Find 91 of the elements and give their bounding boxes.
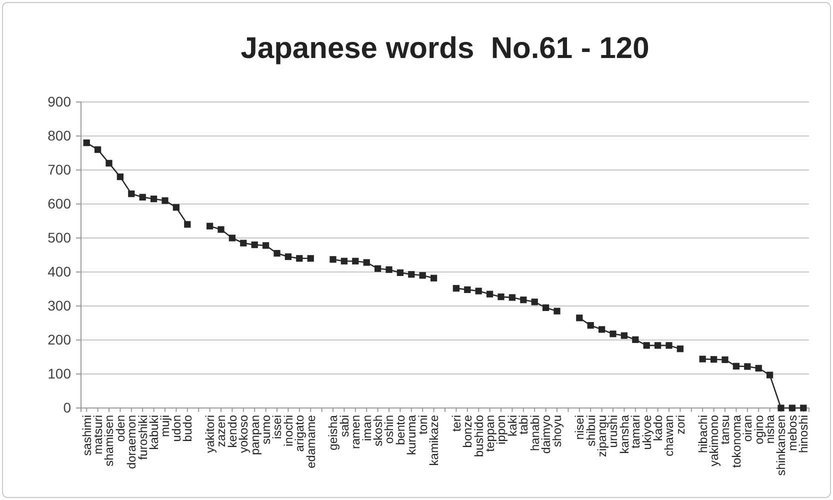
- point: [83, 139, 90, 146]
- point: [676, 346, 684, 352]
- point: [452, 285, 460, 292]
- x-tick-label: daimyo: [539, 414, 553, 454]
- point: [520, 296, 527, 304]
- point: [94, 146, 102, 153]
- y-tick-label: 800: [48, 127, 72, 144]
- point: [206, 222, 214, 230]
- y-tick-label: 300: [48, 297, 72, 314]
- x-tick-label: budo: [180, 414, 195, 442]
- point: [139, 194, 146, 201]
- point: [274, 250, 280, 257]
- point: [699, 356, 706, 362]
- point: [262, 242, 270, 249]
- point: [363, 259, 370, 266]
- x-tick-label: yakitori: [203, 415, 217, 454]
- point: [598, 326, 606, 333]
- x-tick-label: hibachi: [696, 415, 710, 454]
- x-tick-label: teri: [449, 415, 464, 432]
- point: [150, 196, 158, 202]
- point: [744, 363, 751, 370]
- point: [666, 342, 672, 349]
- point: [610, 330, 616, 338]
- point: [218, 226, 224, 233]
- point: [106, 160, 112, 167]
- x-tick-label: kansha: [617, 414, 632, 454]
- point: [486, 290, 494, 298]
- x-tick-label: kamikaze: [427, 414, 441, 466]
- point: [778, 404, 784, 412]
- point: [475, 288, 482, 294]
- chart-title: Japanese words No.61 - 120: [240, 32, 650, 65]
- point: [408, 271, 415, 278]
- x-tick-label: kaki: [505, 415, 520, 436]
- point: [788, 404, 796, 412]
- x-tick-label: teppan: [483, 415, 497, 452]
- point: [228, 234, 236, 242]
- point: [172, 204, 180, 211]
- x-tick-label: matsuri: [91, 415, 105, 454]
- point: [162, 197, 168, 204]
- point: [340, 258, 348, 264]
- point: [116, 173, 124, 180]
- x-tick-label: hinoshi: [796, 415, 811, 454]
- point: [419, 272, 426, 279]
- point: [542, 304, 550, 312]
- point: [576, 314, 583, 322]
- point: [184, 221, 191, 228]
- x-tick-label: yokoso: [236, 414, 251, 454]
- point: [128, 190, 135, 198]
- point: [755, 364, 762, 372]
- point: [464, 286, 471, 293]
- point: [800, 404, 807, 412]
- y-tick-label: 900: [48, 93, 72, 110]
- point: [710, 356, 718, 363]
- point: [296, 255, 303, 262]
- x-tick-label: sumo: [259, 414, 273, 444]
- x-tick-label: sashimi: [80, 415, 94, 456]
- point: [240, 240, 247, 246]
- y-tick-label: 600: [48, 195, 72, 212]
- point: [531, 298, 538, 306]
- point: [632, 336, 639, 343]
- y-tick-label: 700: [48, 161, 72, 178]
- point: [386, 266, 392, 273]
- x-tick-label: kabuki: [147, 415, 161, 450]
- point: [396, 269, 404, 276]
- y-tick-label: 200: [48, 331, 72, 348]
- y-tick-label: 100: [48, 365, 72, 382]
- point: [430, 274, 438, 282]
- point: [330, 256, 336, 263]
- point: [732, 362, 740, 370]
- y-tick-label: 0: [63, 399, 72, 416]
- point: [722, 356, 728, 364]
- x-tick-label: muji: [158, 415, 172, 438]
- point: [643, 342, 650, 349]
- point: [498, 294, 504, 300]
- x-tick-label: skosh: [371, 415, 385, 446]
- point: [554, 308, 560, 314]
- point: [508, 294, 516, 301]
- point: [307, 255, 314, 262]
- point: [587, 322, 594, 329]
- point: [620, 332, 628, 339]
- y-tick-label: 400: [48, 263, 72, 280]
- x-tick-label: zipangu: [595, 415, 609, 458]
- point: [284, 253, 292, 260]
- point: [374, 265, 382, 272]
- x-tick-label: yakimono: [707, 414, 721, 466]
- point: [654, 342, 662, 349]
- y-tick-label: 500: [48, 229, 72, 246]
- point: [352, 258, 359, 264]
- x-tick-label: arigato: [292, 414, 307, 452]
- point: [766, 372, 774, 378]
- point: [251, 241, 258, 248]
